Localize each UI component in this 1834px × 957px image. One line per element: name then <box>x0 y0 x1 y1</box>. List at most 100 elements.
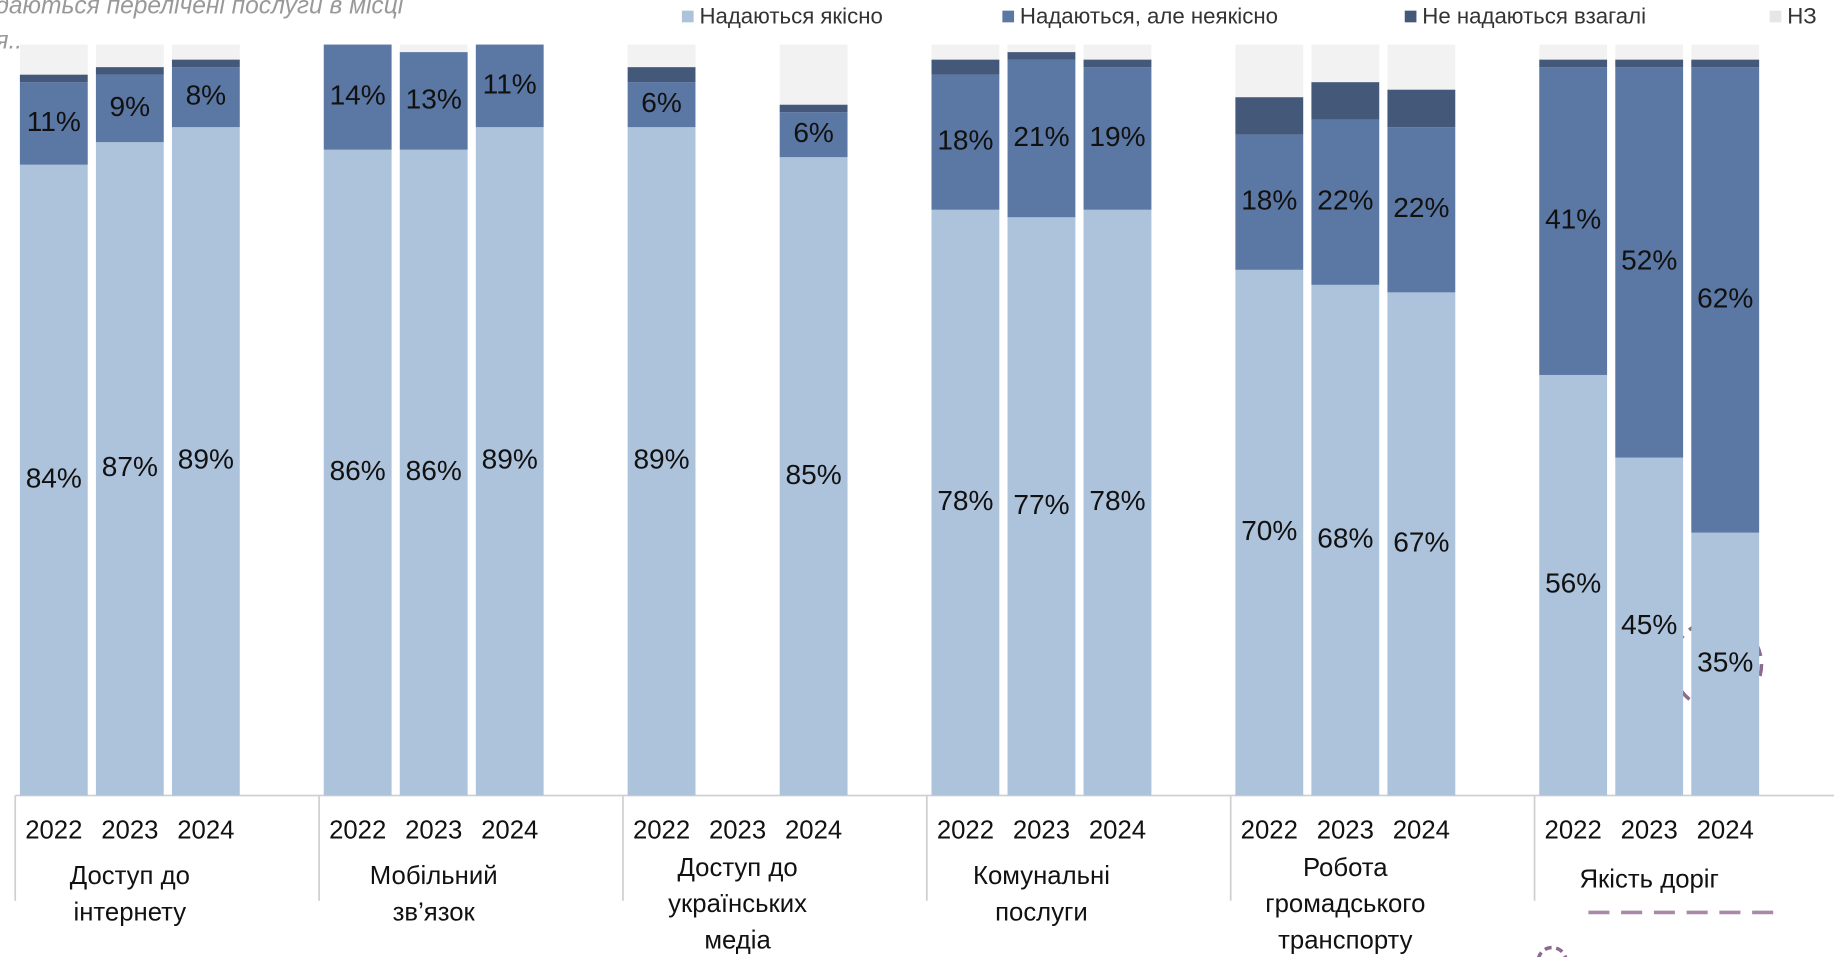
data-label: 77% <box>1013 489 1069 520</box>
data-label: 8% <box>186 80 227 111</box>
bar-segment <box>1539 67 1608 375</box>
bar-segment <box>1691 44 1760 60</box>
data-label: 89% <box>633 444 689 475</box>
x-tick-label: 2023 <box>101 817 158 845</box>
data-label: 6% <box>641 87 682 118</box>
group-label: Робота <box>1303 854 1388 882</box>
x-tick-label: 2023 <box>1013 817 1070 845</box>
bar-segment <box>627 82 696 128</box>
bar-segment <box>1083 44 1152 60</box>
x-tick-label: 2022 <box>1241 817 1298 845</box>
data-label: 89% <box>482 444 538 475</box>
data-label: 45% <box>1621 609 1677 640</box>
bar-segment <box>1539 44 1608 60</box>
x-tick-label: 2024 <box>1393 817 1450 845</box>
bar-segment <box>1235 44 1304 98</box>
data-label: 41% <box>1545 203 1601 234</box>
bar-segment <box>95 74 164 143</box>
group-label: медіа <box>704 926 771 954</box>
bar-segment <box>1235 134 1304 270</box>
bar-segment <box>779 104 848 113</box>
bar-segment <box>1007 44 1076 53</box>
bar-segment <box>1615 67 1684 458</box>
x-tick-label: 2024 <box>1089 817 1146 845</box>
data-label: 14% <box>330 80 386 111</box>
data-label: 52% <box>1621 245 1677 276</box>
bar-segment <box>1387 44 1456 90</box>
x-tick-label: 2023 <box>709 817 766 845</box>
bar-segment <box>1311 119 1380 285</box>
bar-segment <box>1311 284 1380 796</box>
legend-swatch <box>1769 10 1782 23</box>
data-label: 62% <box>1697 282 1753 313</box>
bar-segment <box>779 157 848 796</box>
bar-segment <box>931 44 1000 60</box>
bar-segment <box>1007 217 1076 796</box>
legend-circle <box>1537 945 1568 957</box>
legend-swatch <box>1404 10 1417 23</box>
x-tick-label: 2022 <box>329 817 386 845</box>
bar-segment <box>1539 374 1608 796</box>
group-label: транспорту <box>1278 926 1412 954</box>
x-tick-label: 2022 <box>633 817 690 845</box>
data-label: 89% <box>178 444 234 475</box>
group-label: Якість доріг <box>1579 866 1718 894</box>
legend-label: Надаються, але неякісно <box>1020 4 1278 29</box>
legend-label: Надаються якісно <box>699 4 882 29</box>
data-label: 11% <box>27 106 81 137</box>
bar-segment <box>19 74 88 83</box>
legend-swatch <box>1002 10 1015 23</box>
group-label: Доступ до <box>70 862 190 890</box>
bar-segment <box>1691 532 1760 796</box>
x-tick-label: 2022 <box>1545 817 1602 845</box>
bar-segment <box>1387 292 1456 796</box>
bar-segment <box>1235 97 1304 135</box>
data-label: 87% <box>102 451 158 482</box>
bar-segment <box>95 44 164 68</box>
data-label: 13% <box>406 83 462 114</box>
bar-segment <box>1615 59 1684 68</box>
bar-segment <box>1691 67 1760 533</box>
x-tick-label: 2024 <box>481 817 538 845</box>
bar-segment <box>1387 127 1456 293</box>
data-label: 6% <box>793 117 834 148</box>
x-tick-label: 2023 <box>1621 817 1678 845</box>
x-tick-label: 2023 <box>1317 817 1374 845</box>
bar-segment <box>1539 59 1608 68</box>
bar-segment <box>1083 59 1152 68</box>
data-label: 22% <box>1393 192 1449 223</box>
bar-segment <box>475 44 544 128</box>
group-label: Мобільний <box>370 862 498 890</box>
group-label: інтернету <box>74 898 187 926</box>
bar-segment <box>171 44 240 60</box>
x-tick-label: 2024 <box>177 817 234 845</box>
bar-segment <box>1007 59 1076 218</box>
data-label: 70% <box>1241 515 1297 546</box>
legend-swatch <box>681 10 694 23</box>
group-label: Комунальні <box>973 862 1110 890</box>
bar-segment <box>399 44 468 53</box>
bar-segment <box>627 67 696 83</box>
subtitle: даються перелічені послуги в місці <box>0 0 404 20</box>
bar-segment <box>931 74 1000 210</box>
x-tick-label: 2022 <box>937 817 994 845</box>
group-label: громадського <box>1265 890 1425 918</box>
data-label: 78% <box>1089 485 1145 516</box>
bar-segment <box>931 59 1000 75</box>
data-label: 18% <box>937 125 993 156</box>
bar-segment <box>171 127 240 796</box>
group-label: зв’язок <box>393 898 476 926</box>
bar-segment <box>1311 82 1380 120</box>
group-label: українських <box>668 890 807 918</box>
x-tick-label: 2022 <box>25 817 82 845</box>
bar-segment <box>779 112 848 158</box>
bar-segment <box>19 164 88 796</box>
data-label: 86% <box>406 455 462 486</box>
bar-segment <box>19 44 88 75</box>
bar-segment <box>1007 52 1076 60</box>
data-label: 11% <box>483 68 537 99</box>
bar-segment <box>627 44 696 68</box>
bar-segment <box>399 149 468 796</box>
data-label: 18% <box>1241 185 1297 216</box>
